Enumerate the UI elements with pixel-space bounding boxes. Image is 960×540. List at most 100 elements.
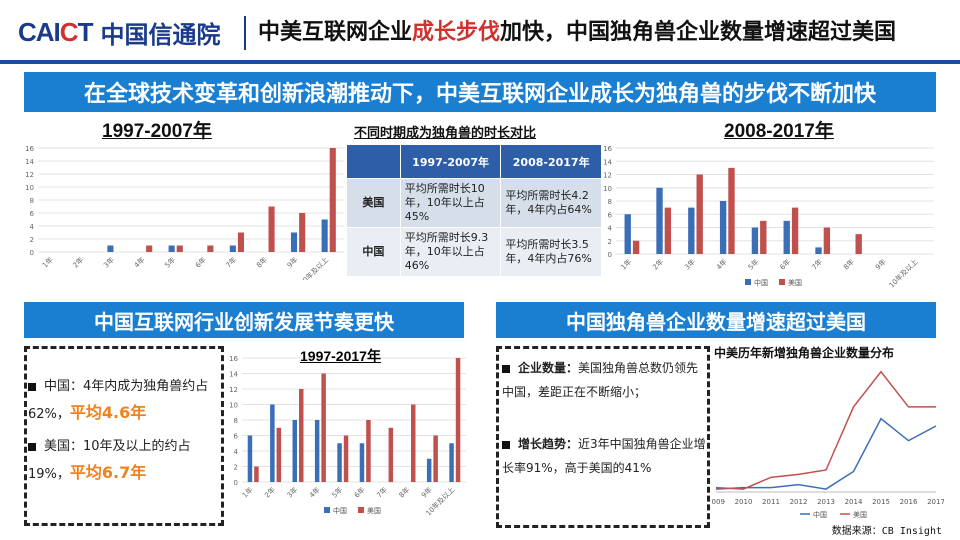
bar-china xyxy=(815,247,822,254)
bar-usa xyxy=(696,174,703,254)
title-part-2: 加快，中国独角兽企业数量增速超过美国 xyxy=(500,20,897,45)
bar-china xyxy=(656,187,663,254)
legend-label: 美国 xyxy=(853,510,867,519)
banner-left: 中国互联网行业创新发展节奏更快 xyxy=(24,302,464,338)
bar-usa xyxy=(855,234,862,254)
y-tick-label: 14 xyxy=(603,158,612,166)
left-summary-box xyxy=(24,346,224,526)
bar-usa xyxy=(299,213,306,252)
bullet-trend: 增长趋势：近3年中国独角兽企业增长率91%，高于美国的41% xyxy=(502,432,706,480)
legend-label: 美国 xyxy=(367,506,381,515)
y-tick-label: 4 xyxy=(608,225,613,233)
legend-swatch xyxy=(779,279,785,285)
table-header-row: 1997-2007年 2008-2017年 xyxy=(346,144,602,179)
bar-china xyxy=(449,443,454,482)
x-tick-label: 6年 xyxy=(352,485,366,499)
bar-usa xyxy=(237,232,245,252)
y-tick-label: 16 xyxy=(603,145,612,153)
source-note: 数据来源：CB Insight xyxy=(831,526,942,537)
header-divider xyxy=(244,16,246,50)
bar-china xyxy=(783,220,790,254)
bar-usa xyxy=(329,148,336,252)
table-header-cell: 2008-2017年 xyxy=(500,144,602,179)
y-tick-label: 8 xyxy=(608,198,612,206)
table-header-cell xyxy=(346,144,401,179)
legend-swatch xyxy=(358,507,364,513)
x-tick-label: 2014 xyxy=(845,498,863,506)
y-tick-label: 6 xyxy=(608,211,613,219)
bar-usa xyxy=(760,220,767,254)
bullet-count: 企业数量：美国独角兽总数仍领先中国，差距正在不断缩小； xyxy=(502,356,706,404)
bar-china xyxy=(688,207,695,254)
x-tick-label: 2010 xyxy=(735,498,753,506)
bullet-highlight: 平均4.6年 xyxy=(69,403,147,422)
bullet-square-icon xyxy=(28,442,36,451)
y-tick-label: 6 xyxy=(234,433,239,441)
banner-top: 在全球技术变革和创新浪潮推动下，中美互联网企业成长为独角兽的步伐不断加快 xyxy=(24,72,936,112)
bar-usa xyxy=(276,427,282,482)
series-line-usa xyxy=(715,370,936,490)
x-tick-label: 10年及以上 xyxy=(887,257,919,289)
y-tick-label: 12 xyxy=(25,171,34,179)
y-tick-label: 10 xyxy=(25,184,34,192)
legend-label: 中国 xyxy=(754,278,768,287)
right-summary-box xyxy=(496,346,710,528)
legend-label: 中国 xyxy=(333,506,347,515)
bullet-text: 美国：10年及以上的约占19%， xyxy=(28,439,191,482)
banner-right: 中国独角兽企业数量增速超过美国 xyxy=(496,302,936,338)
y-tick-label: 0 xyxy=(30,249,34,257)
bar-china xyxy=(321,219,328,252)
chart2-title: 2008-2017年 xyxy=(724,121,834,142)
chart-1997-2017: 02468101214161年 2年 3年 4年 5年 6年 7年 8年 9年10年及以上中国美… xyxy=(229,355,466,518)
bullet-key: 增长趋势： xyxy=(518,437,579,451)
title-part-1: 中美互联网企业 xyxy=(258,20,413,45)
bar-china xyxy=(624,214,631,254)
logo-mark: CAICT xyxy=(18,16,93,47)
bullet-text: 美国独角兽总数仍领先中国，差距正在不断缩小； xyxy=(502,361,699,399)
legend-swatch xyxy=(745,279,751,285)
y-tick-label: 10 xyxy=(229,402,238,410)
y-tick-label: 14 xyxy=(25,158,34,166)
x-tick-label: 3年 xyxy=(101,255,115,269)
y-tick-label: 8 xyxy=(234,417,238,425)
bullet-square-icon xyxy=(28,382,36,391)
x-tick-label: 2012 xyxy=(790,498,808,506)
bar-usa xyxy=(455,358,461,482)
table-row: 美国 平均所需时长10年，10年以上占45% 平均所需时长4.2年，4年内占64… xyxy=(346,178,602,228)
x-tick-label: 8年 xyxy=(841,257,855,271)
y-tick-label: 14 xyxy=(229,371,238,379)
x-tick-label: 2013 xyxy=(817,498,835,506)
x-tick-label: 10年及以上 xyxy=(298,255,330,280)
logo-text: 中国信通院 xyxy=(100,20,221,49)
legend-label: 美国 xyxy=(788,278,802,287)
table-row: 中国 平均所需时长9.3年，10年以上占46% 平均所需时长3.5年，4年内占7… xyxy=(346,227,602,277)
series-line-china xyxy=(715,417,937,490)
bar-usa xyxy=(388,427,394,482)
bar-china xyxy=(337,443,342,482)
x-tick-label: 7年 xyxy=(224,255,238,269)
bar-china xyxy=(270,404,275,482)
y-tick-label: 16 xyxy=(229,355,238,363)
legend-label: 中国 xyxy=(813,510,827,519)
bar-usa xyxy=(268,206,275,252)
y-tick-label: 4 xyxy=(30,223,35,231)
x-tick-label: 2009 xyxy=(712,498,725,506)
legend-swatch xyxy=(324,507,330,513)
bar-usa xyxy=(207,245,214,252)
y-tick-label: 16 xyxy=(25,145,34,153)
bar-china xyxy=(719,201,727,254)
y-tick-label: 12 xyxy=(229,386,238,394)
x-tick-label: 3年 xyxy=(682,257,696,271)
x-tick-label: 8年 xyxy=(397,485,411,499)
bar-china xyxy=(229,245,236,252)
y-tick-label: 10 xyxy=(603,185,612,193)
y-tick-label: 0 xyxy=(234,479,238,487)
bullet-highlight: 平均6.7年 xyxy=(69,463,147,482)
table-cell: 平均所需时长3.5年，4年内占76% xyxy=(500,227,602,277)
x-tick-label: 7年 xyxy=(810,257,824,271)
chart1-title: 1997-2007年 xyxy=(102,121,212,142)
table-title: 不同时期成为独角兽的时长对比 xyxy=(354,126,537,141)
bar-usa xyxy=(299,389,304,482)
